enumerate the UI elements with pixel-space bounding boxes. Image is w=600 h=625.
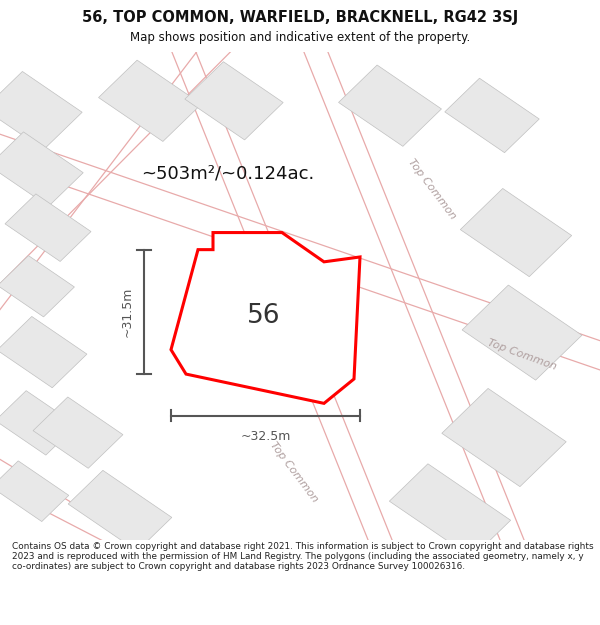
Polygon shape [0,461,69,521]
Text: ~32.5m: ~32.5m [241,430,290,443]
Polygon shape [0,316,87,388]
Polygon shape [0,71,82,149]
Polygon shape [445,78,539,152]
Polygon shape [33,397,123,468]
Polygon shape [171,232,360,403]
Polygon shape [185,62,283,140]
Text: Contains OS data © Crown copyright and database right 2021. This information is : Contains OS data © Crown copyright and d… [12,542,593,571]
Text: 56, TOP COMMON, WARFIELD, BRACKNELL, RG42 3SJ: 56, TOP COMMON, WARFIELD, BRACKNELL, RG4… [82,11,518,26]
Polygon shape [68,471,172,551]
Polygon shape [98,60,202,141]
Text: Top Common: Top Common [268,439,320,504]
Polygon shape [0,256,74,317]
Text: ~503m²/~0.124ac.: ~503m²/~0.124ac. [142,165,314,183]
Polygon shape [0,132,83,206]
Polygon shape [0,391,77,455]
Polygon shape [389,464,511,558]
Polygon shape [442,388,566,487]
Text: Map shows position and indicative extent of the property.: Map shows position and indicative extent… [130,31,470,44]
Polygon shape [460,189,572,277]
Text: 56: 56 [247,302,281,329]
Text: ~31.5m: ~31.5m [120,287,133,337]
Text: Top Common: Top Common [406,157,458,221]
Polygon shape [338,65,442,146]
Text: Top Common: Top Common [486,338,558,372]
Polygon shape [5,194,91,261]
Polygon shape [462,285,582,380]
